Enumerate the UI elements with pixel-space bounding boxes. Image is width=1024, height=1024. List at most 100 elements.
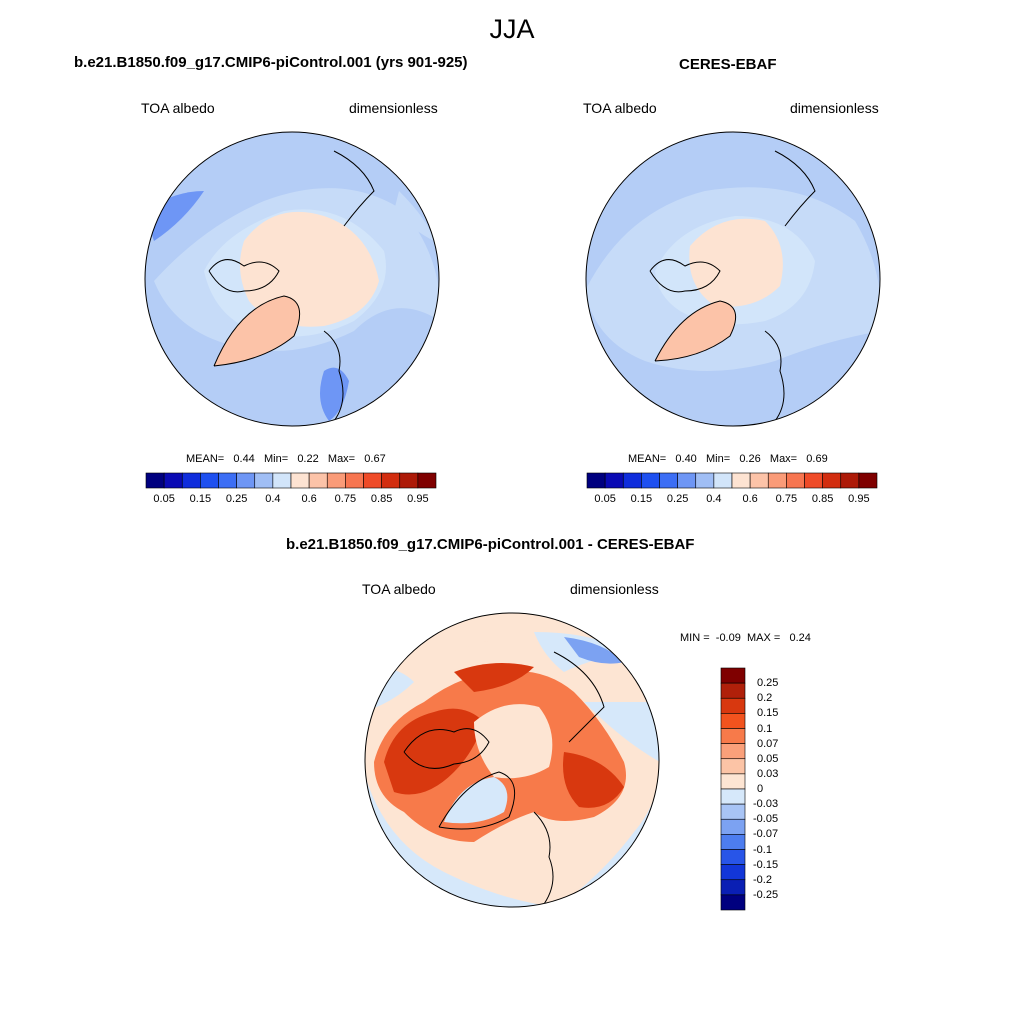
colorbar-tick-label: 0.75 — [775, 493, 798, 505]
colorbar-swatch — [720, 682, 746, 699]
colorbar-swatch — [804, 472, 823, 489]
panel-3-colorbar-ticks: 0.25 0.2 0.15 0.1 0.07 0.05 0.03 0 -0.03 -0.05 -0.… — [753, 668, 813, 910]
colorbar-swatch — [720, 864, 746, 881]
max-label: Max= — [327, 453, 356, 465]
panel-1-stats: MEAN= 0.44 Min= 0.22 Max= 0.67 — [186, 453, 386, 465]
max-value: 0.69 — [806, 453, 828, 465]
colorbar-tick-label: 0.4 — [265, 493, 281, 505]
max-label: Max= — [769, 453, 798, 465]
panel-3-units: dimensionless — [570, 581, 659, 597]
colorbar-tick-label: 0.07 — [757, 737, 779, 750]
colorbar-swatch — [363, 472, 382, 489]
max-value: 0.67 — [364, 453, 386, 465]
colorbar-tick-label: 0.85 — [811, 493, 834, 505]
mean-value: 0.44 — [233, 453, 255, 465]
colorbar-tick-label: 0.75 — [334, 493, 357, 505]
panel-1-colorbar — [145, 472, 437, 489]
panel-2-variable: TOA albedo — [583, 100, 657, 116]
colorbar-swatch — [749, 472, 769, 489]
colorbar-tick-label: 0.4 — [706, 493, 722, 505]
colorbar-swatch — [720, 879, 746, 896]
colorbar-swatch — [720, 788, 746, 805]
panel-2-colorbar-ticks: 0.05 0.15 0.25 0.4 0.6 0.75 0.85 0.95 — [587, 493, 877, 507]
colorbar-tick-label: 0.05 — [153, 493, 175, 505]
colorbar-swatch — [345, 472, 364, 489]
colorbar-swatch — [720, 773, 746, 790]
colorbar-swatch — [720, 834, 746, 850]
colorbar-swatch — [731, 472, 751, 489]
colorbar-tick-label: 0.95 — [848, 493, 870, 505]
colorbar-swatch — [858, 472, 878, 489]
colorbar-swatch — [641, 472, 660, 489]
panel-3-stats: MIN = -0.09 MAX = 0.24 — [680, 632, 811, 644]
colorbar-tick-label: 0.15 — [630, 493, 653, 505]
colorbar-swatch — [622, 472, 642, 489]
colorbar-tick-label: -0.15 — [753, 858, 779, 871]
colorbar-swatch — [181, 472, 201, 489]
colorbar-swatch — [586, 472, 606, 489]
mean-label: MEAN= — [186, 453, 225, 465]
panel-2-units: dimensionless — [790, 100, 879, 116]
colorbar-tick-label: -0.03 — [753, 798, 779, 811]
min-label: Min= — [705, 453, 731, 465]
colorbar-swatch — [381, 472, 401, 489]
colorbar-swatch — [695, 472, 715, 489]
colorbar-swatch — [713, 472, 733, 489]
colorbar-tick-label: 0.2 — [757, 692, 773, 705]
min-label: MIN = — [680, 632, 710, 644]
panel-1-units: dimensionless — [349, 100, 438, 116]
colorbar-tick-label: 0.6 — [742, 493, 758, 505]
colorbar-swatch — [417, 472, 437, 489]
panel-2-map — [585, 131, 881, 427]
panel-2-colorbar — [586, 472, 878, 489]
colorbar-swatch — [720, 697, 746, 714]
colorbar-swatch — [163, 472, 183, 489]
colorbar-swatch — [677, 472, 697, 489]
colorbar-tick-label: -0.07 — [753, 828, 779, 841]
colorbar-swatch — [399, 472, 419, 489]
min-value: 0.26 — [739, 453, 761, 465]
colorbar-tick-label: 0.15 — [757, 707, 779, 720]
colorbar-tick-label: 0.25 — [225, 493, 248, 505]
min-value: -0.09 — [715, 632, 741, 644]
colorbar-tick-label: 0.6 — [301, 493, 317, 505]
colorbar-swatch — [720, 803, 746, 820]
colorbar-tick-label: 0.15 — [189, 493, 212, 505]
panel-2-stats: MEAN= 0.40 Min= 0.26 Max= 0.69 — [628, 453, 828, 465]
colorbar-swatch — [659, 472, 678, 489]
colorbar-swatch — [720, 667, 746, 684]
colorbar-swatch — [840, 472, 860, 489]
mean-label: MEAN= — [628, 453, 667, 465]
colorbar-swatch — [720, 713, 746, 729]
colorbar-swatch — [767, 472, 787, 489]
colorbar-tick-label: 0.1 — [757, 722, 773, 735]
colorbar-swatch — [254, 472, 274, 489]
colorbar-swatch — [604, 472, 624, 489]
colorbar-tick-label: 0.95 — [407, 493, 429, 505]
max-label: MAX = — [746, 632, 781, 644]
colorbar-swatch — [720, 758, 746, 775]
colorbar-tick-label: 0.85 — [370, 493, 393, 505]
colorbar-tick-label: 0 — [757, 783, 764, 795]
colorbar-tick-label: -0.2 — [753, 873, 772, 886]
colorbar-swatch — [218, 472, 237, 489]
colorbar-tick-label: -0.05 — [753, 813, 779, 826]
panel-2-title: CERES-EBAF — [679, 56, 777, 73]
panel-3-map — [364, 612, 660, 908]
panel-3-variable: TOA albedo — [362, 581, 436, 597]
min-value: 0.22 — [297, 453, 319, 465]
colorbar-swatch — [145, 472, 165, 489]
colorbar-swatch — [720, 818, 746, 835]
colorbar-swatch — [720, 894, 746, 911]
colorbar-swatch — [200, 472, 219, 489]
colorbar-swatch — [822, 472, 842, 489]
colorbar-tick-label: 0.25 — [666, 493, 689, 505]
colorbar-swatch — [326, 472, 346, 489]
panel-3-title: b.e21.B1850.f09_g17.CMIP6-piControl.001 … — [286, 536, 695, 553]
colorbar-swatch — [308, 472, 328, 489]
colorbar-swatch — [786, 472, 805, 489]
colorbar-tick-label: 0.03 — [757, 767, 779, 780]
colorbar-swatch — [720, 728, 746, 744]
max-value: 0.24 — [789, 632, 811, 644]
colorbar-tick-label: 0.05 — [594, 493, 616, 505]
